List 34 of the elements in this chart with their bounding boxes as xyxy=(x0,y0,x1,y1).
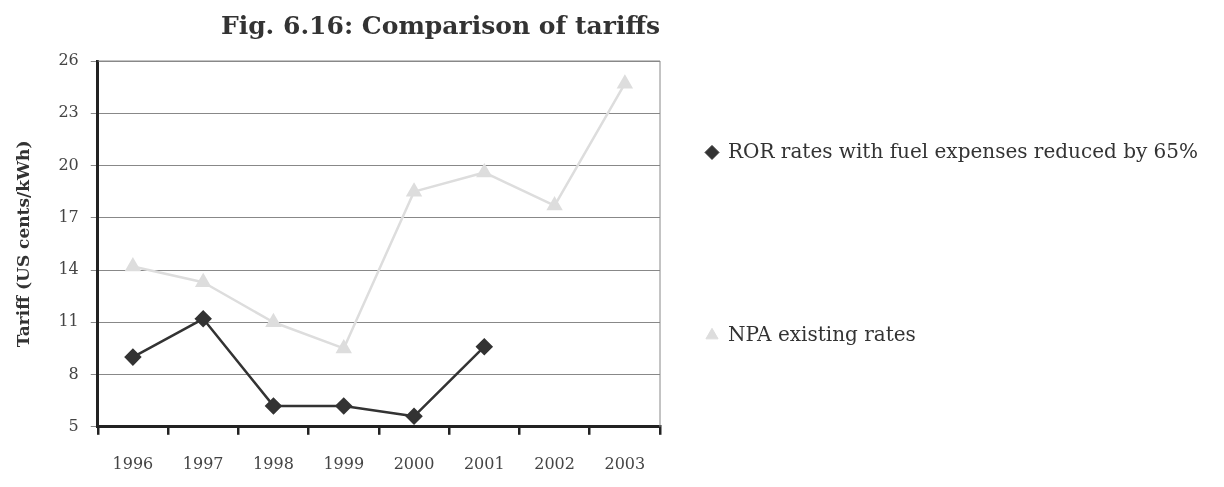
x-tick-label: 1998 xyxy=(253,453,294,473)
point xyxy=(266,314,281,328)
point xyxy=(547,197,562,211)
chart-title: Fig. 6.16: Comparison of tariffs xyxy=(220,10,660,40)
point xyxy=(335,397,352,415)
y-axis-title: Tariff (US cents/kWh) xyxy=(12,140,33,348)
x-tick-label: 2002 xyxy=(534,453,575,473)
y-tick-label: 14 xyxy=(58,259,79,279)
y-tick-label: 26 xyxy=(58,50,79,70)
x-tick-label: 2000 xyxy=(393,453,435,473)
point xyxy=(265,397,282,415)
point xyxy=(476,338,493,355)
point xyxy=(617,75,633,89)
point xyxy=(406,183,422,197)
point xyxy=(125,258,141,272)
x-tick-label: 2003 xyxy=(604,453,646,473)
y-tick-label: 23 xyxy=(58,102,79,122)
y-tick-label: 11 xyxy=(58,311,79,331)
legend-label: ROR rates with fuel expenses reduced by 65% xyxy=(728,138,1199,163)
point xyxy=(476,164,492,178)
y-tick-label: 20 xyxy=(58,154,79,174)
legend-label: NPA existing rates xyxy=(728,321,916,346)
x-tick-label: 2001 xyxy=(463,453,505,473)
x-tick-label: 1999 xyxy=(323,453,365,473)
y-tick-label: 8 xyxy=(68,363,79,383)
x-tick-label: 1996 xyxy=(112,453,154,473)
x-tick-label: 1997 xyxy=(182,453,224,473)
point xyxy=(195,273,211,287)
point xyxy=(405,408,423,425)
point xyxy=(124,348,142,366)
point xyxy=(336,340,352,354)
y-tick-label: 5 xyxy=(68,415,79,435)
point xyxy=(194,310,212,328)
y-tick-label: 17 xyxy=(58,206,79,226)
